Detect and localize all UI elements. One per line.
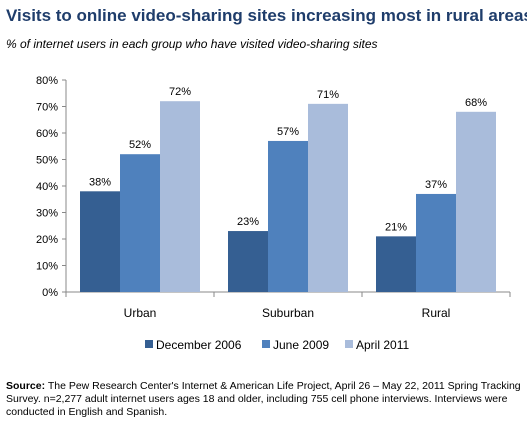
bar-chart: 0% 10% 20% 30% 40% 50% 60% 70% 80% 38% 52% 72% Urban… [36, 75, 511, 352]
category-label: Urban [124, 306, 157, 320]
source-note: Source: The Pew Research Center's Intern… [6, 380, 521, 419]
y-tick-label: 80% [36, 75, 58, 87]
data-label: 21% [385, 221, 407, 233]
data-label: 52% [129, 139, 151, 151]
y-tick-label: 0% [42, 287, 58, 299]
data-label: 38% [89, 176, 111, 188]
source-label: Source: [6, 380, 46, 392]
bar [80, 191, 120, 292]
y-tick-label: 60% [36, 128, 58, 140]
bar [228, 231, 268, 292]
legend-swatch [345, 340, 353, 348]
category-label: Rural [422, 306, 451, 320]
bar [416, 193, 456, 292]
data-label: 71% [317, 89, 339, 101]
legend-swatch [262, 340, 270, 348]
bar [308, 103, 348, 292]
legend-label: December 2006 [156, 338, 242, 352]
data-label: 72% [169, 86, 191, 98]
y-tick-label: 20% [36, 234, 58, 246]
bar [120, 154, 160, 292]
y-tick-label: 10% [36, 261, 58, 273]
y-tick-label: 30% [36, 208, 58, 220]
source-text: The Pew Research Center's Internet & Ame… [6, 380, 521, 418]
bar [456, 111, 496, 292]
data-label: 23% [237, 216, 259, 228]
data-label: 68% [465, 97, 487, 109]
y-tick-label: 40% [36, 181, 58, 193]
bar [376, 236, 416, 292]
bar [268, 140, 308, 292]
y-tick-label: 50% [36, 155, 58, 167]
data-label: 37% [425, 179, 447, 191]
y-tick-label: 70% [36, 102, 58, 114]
chart-title: Visits to online video-sharing sites inc… [6, 6, 527, 25]
legend-swatch [145, 340, 153, 348]
chart-subtitle: % of internet users in each group who ha… [6, 37, 378, 51]
data-label: 57% [277, 126, 299, 138]
bar [160, 101, 200, 292]
legend-label: April 2011 [356, 338, 409, 352]
legend-label: June 2009 [273, 338, 329, 352]
category-label: Suburban [262, 306, 314, 320]
